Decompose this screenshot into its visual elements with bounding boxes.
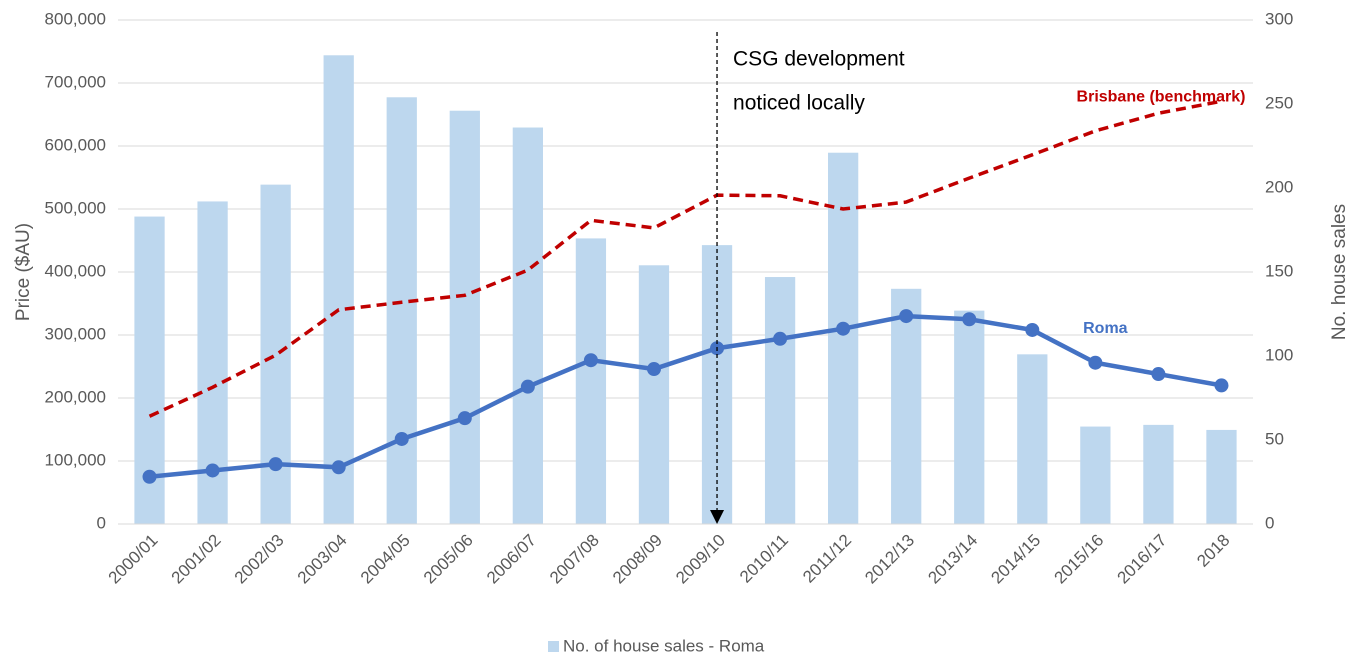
x-tick-label: 2005/06 <box>420 531 477 588</box>
marker <box>773 331 788 346</box>
x-tick-label: 2011/12 <box>799 531 855 587</box>
bar <box>1206 429 1237 524</box>
x-tick-label: 2009/10 <box>672 531 729 588</box>
x-tick-label: 2000/01 <box>105 531 162 588</box>
y-tick-label: 800,000 <box>45 9 106 28</box>
bar <box>260 184 291 524</box>
bar <box>512 127 543 525</box>
bar <box>575 238 607 524</box>
legend-swatch <box>548 641 559 652</box>
series-label: Roma <box>1083 320 1128 337</box>
x-tick-label: 2014/15 <box>987 531 1044 588</box>
y2-axis-label: No. house sales <box>1329 204 1350 340</box>
marker <box>1151 367 1166 382</box>
marker <box>962 312 977 327</box>
y-tick-label: 300,000 <box>45 324 106 343</box>
y-tick-label: 700,000 <box>45 72 106 91</box>
y2-tick-label: 200 <box>1265 177 1293 196</box>
y-tick-label: 100,000 <box>45 450 106 469</box>
bar <box>954 310 985 524</box>
arrow-head <box>710 510 725 524</box>
x-tick-label: 2008/09 <box>609 531 666 588</box>
bar <box>1080 426 1111 524</box>
y2-tick-label: 300 <box>1265 9 1293 28</box>
marker <box>142 469 157 484</box>
x-tick-label: 2002/03 <box>231 531 288 588</box>
x-tick-label: 2018 <box>1193 531 1233 571</box>
y-tick-label: 0 <box>97 513 106 532</box>
x-tick-label: 2007/08 <box>546 531 603 588</box>
bar <box>323 55 354 524</box>
marker <box>457 411 472 426</box>
legend-label: No. of house sales - Roma <box>563 636 765 655</box>
bar <box>449 110 480 524</box>
y-tick-label: 200,000 <box>45 387 106 406</box>
x-tick-label: 2013/14 <box>924 531 981 588</box>
annotation-text: CSG development <box>733 48 905 71</box>
marker <box>1214 378 1229 393</box>
annotation-text: noticed locally <box>733 92 865 115</box>
y-tick-label: 400,000 <box>45 261 106 280</box>
x-tick-label: 2003/04 <box>294 531 351 588</box>
marker <box>1088 355 1103 370</box>
bar <box>638 265 670 524</box>
y2-tick-label: 100 <box>1265 345 1293 364</box>
marker <box>899 309 914 324</box>
marker <box>836 321 851 336</box>
x-tick-label: 2012/13 <box>861 531 918 588</box>
marker <box>394 431 409 446</box>
y2-tick-label: 150 <box>1265 261 1293 280</box>
marker <box>583 353 598 368</box>
x-tick-label: 2004/05 <box>357 531 414 588</box>
marker <box>520 379 535 394</box>
bar <box>1143 424 1174 524</box>
x-tick-label: 2010/11 <box>736 531 792 587</box>
marker <box>1025 322 1040 337</box>
marker <box>646 362 661 377</box>
marker <box>331 460 346 475</box>
bar <box>828 152 859 524</box>
y-tick-label: 600,000 <box>45 135 106 154</box>
x-tick-label: 2006/07 <box>483 531 540 588</box>
x-tick-label: 2001/02 <box>168 531 225 588</box>
y-tick-label: 500,000 <box>45 198 106 217</box>
y2-tick-label: 250 <box>1265 93 1293 112</box>
dashed-line <box>148 99 1222 418</box>
bar <box>891 288 922 524</box>
y2-tick-label: 0 <box>1265 513 1274 532</box>
bar <box>764 277 796 524</box>
bar <box>386 97 417 524</box>
y-axis-label: Price ($AU) <box>13 223 34 321</box>
marker <box>268 457 283 472</box>
series-label: Brisbane (benchmark) <box>1077 88 1246 105</box>
bar <box>1017 354 1048 524</box>
x-tick-label: 2015/16 <box>1050 531 1107 588</box>
line <box>149 313 1222 479</box>
x-tick-label: 2016/17 <box>1114 531 1171 588</box>
marker <box>205 463 220 478</box>
y2-tick-label: 50 <box>1265 429 1284 448</box>
